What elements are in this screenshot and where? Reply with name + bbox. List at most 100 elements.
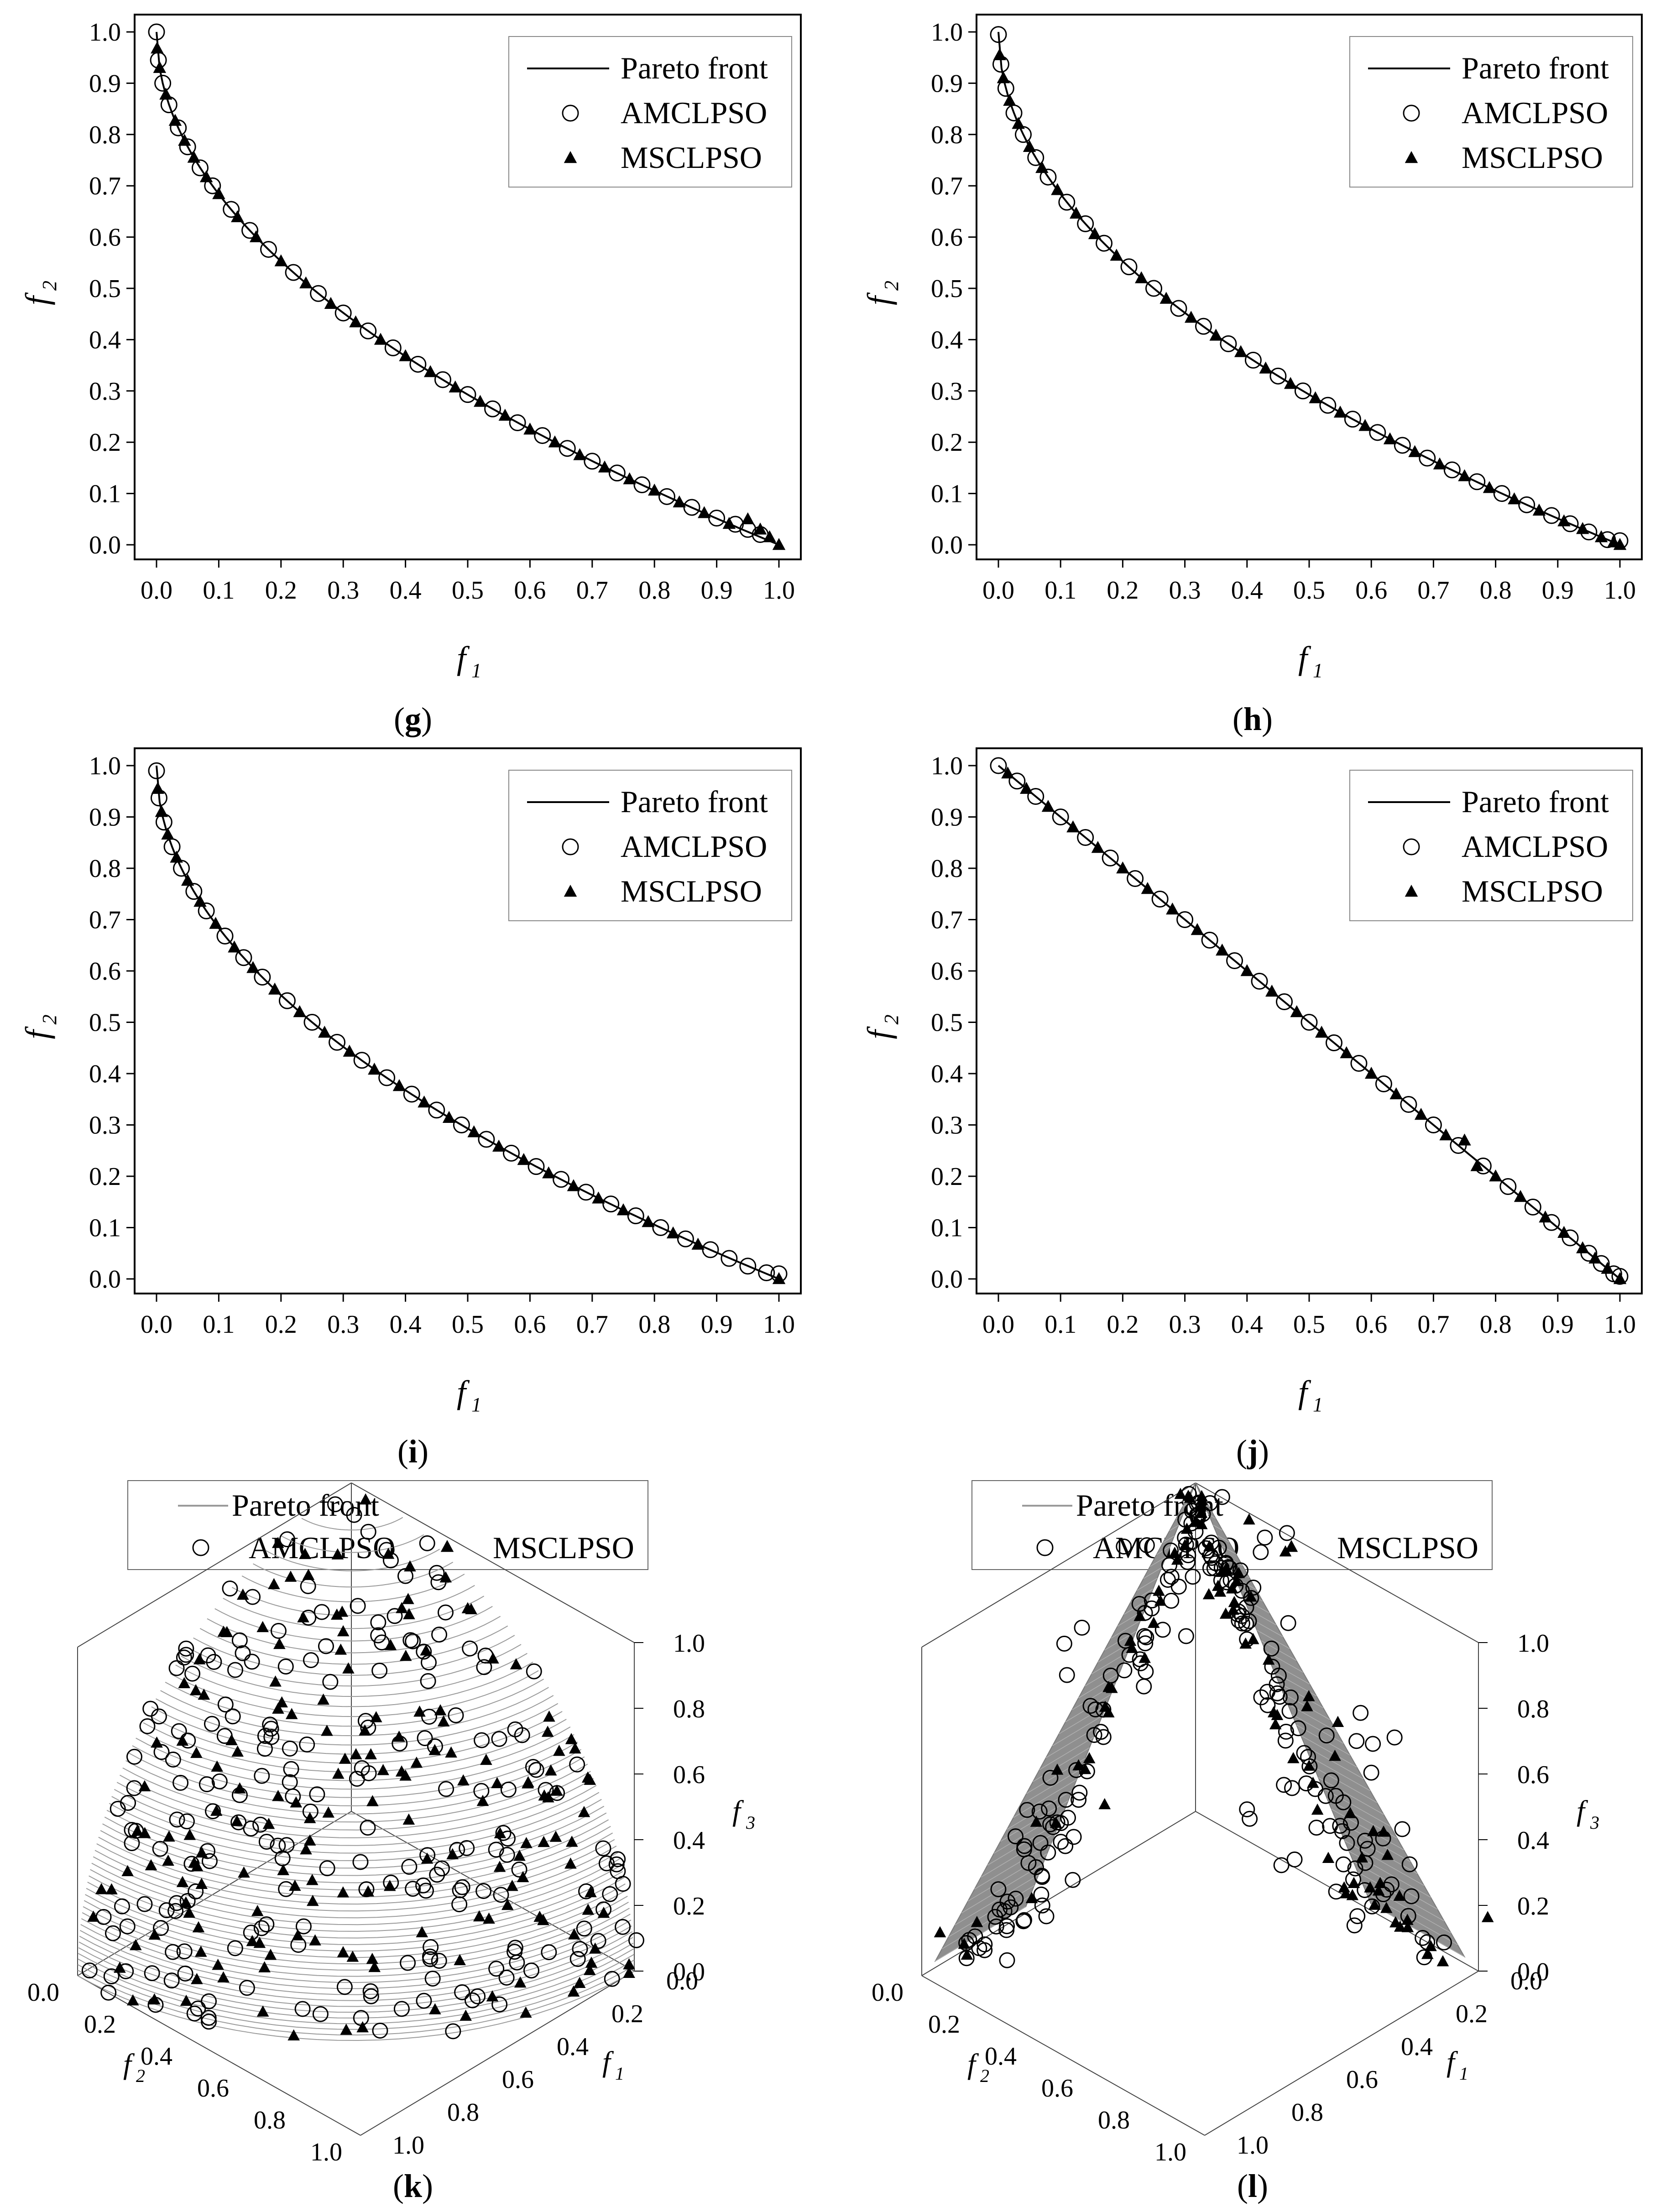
z-tick-label: 1.0 [1517, 1629, 1549, 1658]
msclpso-point [1481, 1911, 1494, 1922]
msclpso-point [486, 1990, 499, 2002]
amclpso-point [1253, 1689, 1269, 1706]
amclpso-point [1347, 1860, 1363, 1877]
y-tick-label: 0.3 [89, 377, 121, 406]
msclpso-point [303, 1834, 316, 1846]
pareto-front-surface-line [85, 1889, 627, 1958]
amclpso-point [1369, 424, 1386, 441]
amclpso-point [312, 2006, 329, 2022]
msclpso-point [130, 1939, 142, 1951]
pareto-front-strip-line [1322, 1788, 1391, 1827]
amclpso-point [1082, 1698, 1099, 1714]
amclpso-point [350, 1598, 366, 1614]
y-axis-label-group: f2 [19, 281, 61, 305]
amclpso-point [1116, 1539, 1132, 1555]
msclpso-point [264, 1949, 277, 1960]
msclpso-point [1174, 1487, 1187, 1499]
msclpso-point [168, 114, 182, 126]
amclpso-point [421, 1708, 437, 1725]
msclpso-point [1051, 183, 1064, 195]
y-tick-label: 0.0 [872, 1978, 904, 2007]
x-tick-label: 0.6 [1346, 2066, 1378, 2094]
msclpso-point [1393, 1889, 1406, 1901]
y-tick-label: 0.4 [931, 1060, 963, 1088]
msclpso-point [1439, 1128, 1452, 1141]
x-tick-label: 1.0 [763, 1310, 795, 1339]
msclpso-point [416, 1926, 428, 1937]
amclpso-point [241, 222, 259, 239]
amclpso-point [1280, 1615, 1296, 1631]
amclpso-point [169, 1811, 185, 1828]
amclpso-point [204, 1716, 220, 1732]
msclpso-point [1389, 1916, 1402, 1928]
amclpso-point [1353, 1705, 1369, 1721]
msclpso-point [585, 1956, 598, 1968]
msclpso-point [343, 1044, 356, 1057]
msclpso-point [151, 1736, 163, 1748]
amclpso-point [453, 1116, 470, 1133]
legend-msclpso-swatch [564, 885, 577, 897]
pareto-front-surface-line [84, 1895, 628, 1965]
msclpso-point [277, 1864, 289, 1875]
msclpso-point [1244, 1590, 1257, 1602]
y-tick-label: 0.2 [931, 1163, 963, 1191]
amclpso-point [1093, 1724, 1109, 1740]
msclpso-point [178, 1677, 191, 1689]
msclpso-point [161, 827, 174, 840]
x-tick-label: 0.7 [576, 1310, 608, 1339]
msclpso-point [382, 1547, 395, 1559]
amclpso-point [200, 2009, 217, 2026]
msclpso-point [421, 1852, 433, 1864]
msclpso-point [551, 1784, 563, 1796]
amclpso-point [200, 1647, 216, 1664]
pareto-front-strip-line [1130, 1588, 1154, 1603]
msclpso-point [356, 2021, 369, 2033]
msclpso-point [993, 48, 1006, 60]
x-tick-label: 0.0 [141, 1310, 172, 1339]
amclpso-point [1042, 1769, 1059, 1786]
msclpso-point [349, 315, 362, 328]
x-axis-label: f [1447, 2045, 1458, 2078]
amclpso-point [360, 1765, 377, 1781]
amclpso-point [1154, 1622, 1171, 1638]
y-tick-label: 0.6 [89, 957, 121, 986]
amclpso-point [438, 1781, 454, 1797]
x-tick-label: 0.8 [447, 2098, 479, 2127]
msclpso-point [493, 1861, 506, 1872]
amclpso-point [1138, 1664, 1154, 1680]
pareto-front-surface-line [87, 1877, 624, 1945]
msclpso-point [268, 982, 282, 995]
amclpso-point [1034, 1897, 1050, 1914]
msclpso-point [1557, 514, 1571, 527]
pareto-front-surface-line [132, 1742, 578, 1798]
msclpso-point [220, 1626, 233, 1638]
amclpso-point [336, 1979, 353, 1995]
x-tick-label: 0.6 [502, 2066, 534, 2094]
y-axis-label-group: f2 [19, 1015, 61, 1039]
y-tick-label: 0.5 [931, 275, 963, 303]
msclpso-point [212, 1958, 224, 1970]
amclpso-point [362, 1983, 379, 1999]
z-tick-label: 0.2 [673, 1892, 705, 1920]
msclpso-point [1141, 882, 1154, 894]
amclpso-point [488, 1842, 504, 1858]
y-axis-label: f [123, 2048, 135, 2080]
amclpso-point [1425, 1116, 1442, 1133]
amclpso-point [1176, 911, 1194, 928]
pareto-front-surface-line [241, 1574, 465, 1602]
msclpso-point [434, 1704, 447, 1716]
x-tick-label: 0.0 [141, 576, 172, 605]
msclpso-point [1126, 1642, 1139, 1653]
pareto-front-strip-line [981, 1832, 1056, 1878]
amclpso-point [1300, 1014, 1318, 1031]
x-tick-label: 1.0 [1604, 576, 1636, 605]
amclpso-point [416, 1993, 432, 2009]
amclpso-point [1163, 1592, 1180, 1609]
amclpso-point [1053, 1834, 1069, 1850]
amclpso-point [1296, 1745, 1312, 1761]
amclpso-point [235, 949, 252, 966]
msclpso-point [153, 61, 167, 73]
z-tick-label: 0.8 [673, 1695, 705, 1723]
x-tick-label: 0.6 [1355, 1310, 1387, 1339]
amclpso-point [299, 1736, 315, 1753]
